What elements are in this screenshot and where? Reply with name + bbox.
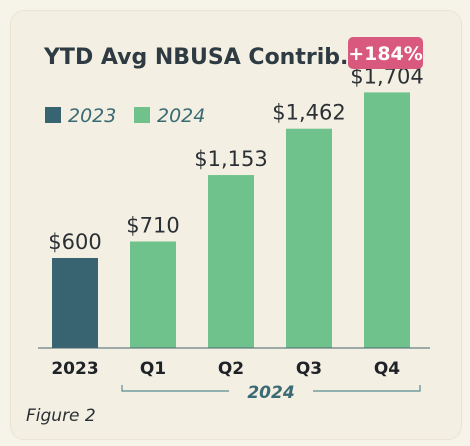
- data-label-q2: $1,153: [194, 147, 267, 171]
- legend-swatch-2024: [134, 107, 150, 123]
- growth-badge-text: +184%: [348, 43, 423, 65]
- category-label-q4: Q4: [374, 359, 400, 379]
- legend-label-2024: 2024: [157, 105, 205, 127]
- growth-badge: +184%: [348, 37, 423, 69]
- chart-title: YTD Avg NBUSA Contrib.: [43, 45, 348, 70]
- group-bracket: [121, 385, 421, 392]
- group-label-2024: 2024: [247, 383, 294, 403]
- data-label-2023: $600: [48, 230, 101, 254]
- category-label-2023: 2023: [51, 359, 98, 379]
- bar-q3: [286, 128, 332, 348]
- legend-label-2023: 2023: [68, 105, 116, 127]
- legend-swatch-2023: [45, 107, 61, 123]
- figure-caption: Figure 2: [26, 406, 96, 426]
- bar-2023: [52, 258, 98, 348]
- data-label-q3: $1,462: [272, 101, 345, 125]
- bar-q4: [364, 92, 410, 349]
- growth-badge-bg: [348, 37, 423, 69]
- category-label-q3: Q3: [296, 359, 322, 379]
- category-label-q1: Q1: [140, 359, 166, 379]
- bar-q1: [130, 241, 176, 348]
- bar-q2: [208, 175, 254, 348]
- category-label-q2: Q2: [218, 359, 244, 379]
- data-label-q1: $710: [126, 214, 179, 238]
